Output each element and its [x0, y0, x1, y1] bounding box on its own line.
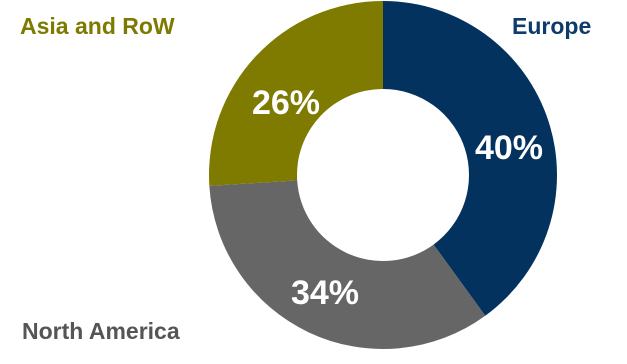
- slice-north-america: [209, 180, 486, 349]
- value-label-asia-and-row: 26%: [252, 84, 320, 122]
- slice-asia-and-row: [209, 1, 383, 186]
- value-label-europe: 40%: [475, 129, 543, 167]
- slices-layer: [209, 1, 557, 349]
- slice-europe: [383, 1, 557, 316]
- category-label-europe: Europe: [512, 13, 591, 39]
- category-label-asia-and-row: Asia and RoW: [20, 13, 175, 39]
- value-label-north-america: 34%: [291, 274, 359, 312]
- labels-layer: Europe North America Asia and RoW 40% 34…: [20, 13, 591, 344]
- category-label-north-america: North America: [22, 318, 180, 344]
